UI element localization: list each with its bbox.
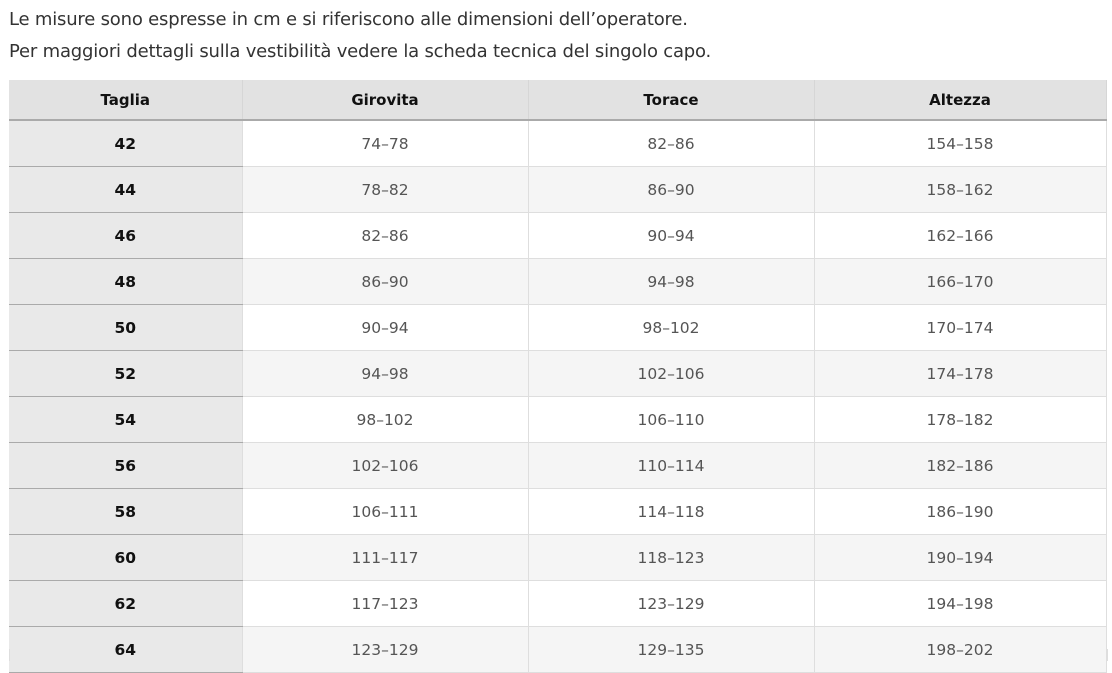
cell-waist: 78–82 bbox=[242, 166, 529, 213]
header-altezza: Altezza bbox=[814, 80, 1107, 121]
table-row: 52 94–98 102–106 174–178 bbox=[9, 350, 1107, 397]
cell-chest: 86–90 bbox=[528, 166, 815, 213]
cell-size: 42 bbox=[9, 120, 243, 167]
cell-chest: 114–118 bbox=[528, 488, 815, 535]
cell-size: 56 bbox=[9, 442, 243, 489]
table-header-row: Taglia Girovita Torace Altezza bbox=[9, 80, 1107, 121]
cell-height: 194–198 bbox=[814, 580, 1107, 627]
intro-line-1: Le misure sono espresse in cm e si rifer… bbox=[9, 9, 688, 30]
table-row: 42 74–78 82–86 154–158 bbox=[9, 120, 1107, 167]
cell-size: 54 bbox=[9, 396, 243, 443]
table-row: 48 86–90 94–98 166–170 bbox=[9, 258, 1107, 305]
cell-waist: 74–78 bbox=[242, 120, 529, 167]
cell-height: 158–162 bbox=[814, 166, 1107, 213]
cell-chest: 90–94 bbox=[528, 212, 815, 259]
cell-size: 46 bbox=[9, 212, 243, 259]
cell-chest: 102–106 bbox=[528, 350, 815, 397]
cell-height: 182–186 bbox=[814, 442, 1107, 489]
cell-size: 58 bbox=[9, 488, 243, 535]
cell-chest: 110–114 bbox=[528, 442, 815, 489]
table-row: 46 82–86 90–94 162–166 bbox=[9, 212, 1107, 259]
cell-waist: 90–94 bbox=[242, 304, 529, 351]
cell-waist: 111–117 bbox=[242, 534, 529, 581]
header-taglia: Taglia bbox=[9, 80, 243, 121]
size-chart-table: Taglia Girovita Torace Altezza 42 74–78 82… bbox=[9, 80, 1107, 673]
cell-waist: 82–86 bbox=[242, 212, 529, 259]
cell-size: 52 bbox=[9, 350, 243, 397]
cell-size: 62 bbox=[9, 580, 243, 627]
cell-height: 154–158 bbox=[814, 120, 1107, 167]
cell-waist: 102–106 bbox=[242, 442, 529, 489]
cell-height: 170–174 bbox=[814, 304, 1107, 351]
cell-height: 178–182 bbox=[814, 396, 1107, 443]
cell-chest: 123–129 bbox=[528, 580, 815, 627]
cell-waist: 98–102 bbox=[242, 396, 529, 443]
cell-size: 50 bbox=[9, 304, 243, 351]
cell-height: 174–178 bbox=[814, 350, 1107, 397]
cell-waist: 94–98 bbox=[242, 350, 529, 397]
header-girovita: Girovita bbox=[242, 80, 529, 121]
table-row: 50 90–94 98–102 170–174 bbox=[9, 304, 1107, 351]
cell-chest: 106–110 bbox=[528, 396, 815, 443]
table-row: 58 106–111 114–118 186–190 bbox=[9, 488, 1107, 535]
table-row: 60 111–117 118–123 190–194 bbox=[9, 534, 1107, 581]
table-bottom-edge bbox=[9, 649, 1108, 661]
cell-chest: 94–98 bbox=[528, 258, 815, 305]
cell-waist: 106–111 bbox=[242, 488, 529, 535]
table-row: 54 98–102 106–110 178–182 bbox=[9, 396, 1107, 443]
cell-height: 190–194 bbox=[814, 534, 1107, 581]
cell-waist: 117–123 bbox=[242, 580, 529, 627]
cell-height: 166–170 bbox=[814, 258, 1107, 305]
intro-line-2: Per maggiori dettagli sulla vestibilità … bbox=[9, 41, 712, 62]
cell-size: 44 bbox=[9, 166, 243, 213]
cell-waist: 86–90 bbox=[242, 258, 529, 305]
cell-size: 60 bbox=[9, 534, 243, 581]
cell-height: 162–166 bbox=[814, 212, 1107, 259]
table-row: 62 117–123 123–129 194–198 bbox=[9, 580, 1107, 627]
intro-text: Le misure sono espresse in cm e si rifer… bbox=[9, 4, 711, 68]
header-torace: Torace bbox=[528, 80, 815, 121]
cell-height: 186–190 bbox=[814, 488, 1107, 535]
table-row: 44 78–82 86–90 158–162 bbox=[9, 166, 1107, 213]
cell-chest: 82–86 bbox=[528, 120, 815, 167]
cell-chest: 118–123 bbox=[528, 534, 815, 581]
cell-chest: 98–102 bbox=[528, 304, 815, 351]
table-row: 56 102–106 110–114 182–186 bbox=[9, 442, 1107, 489]
cell-size: 48 bbox=[9, 258, 243, 305]
